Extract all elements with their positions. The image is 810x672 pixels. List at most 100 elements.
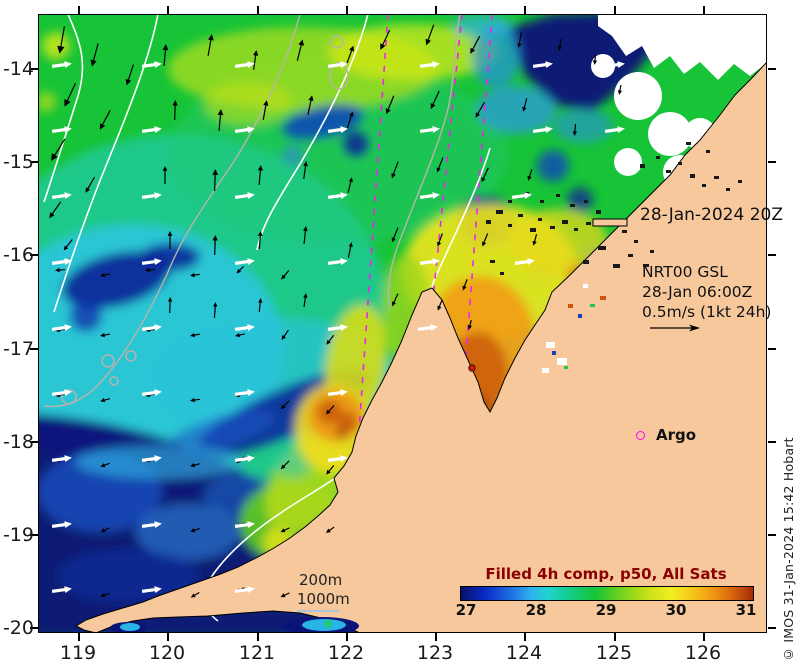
colorbar-tick-label: 28	[525, 601, 547, 619]
island	[486, 220, 491, 224]
lon-tick	[167, 633, 169, 641]
contour-1000m	[43, 14, 461, 408]
island	[640, 164, 645, 168]
copyright-credit: © IMOS 31-Jan-2024 15:42 Hobart	[781, 437, 796, 662]
lon-tick-label: 121	[238, 642, 276, 664]
coastal-bays	[110, 617, 359, 633]
island	[500, 272, 504, 275]
island	[508, 224, 512, 227]
lon-tick	[78, 633, 80, 641]
colorbar-tick-label: 27	[455, 601, 477, 619]
lat-tick-label: -15	[2, 151, 34, 173]
island	[596, 210, 601, 214]
islands	[486, 142, 742, 275]
colorbar	[460, 586, 754, 601]
island	[643, 264, 649, 267]
island	[686, 142, 691, 145]
argo-marker[interactable]	[636, 431, 645, 440]
lat-tick	[30, 441, 38, 443]
lon-tick-label: 126	[684, 642, 722, 664]
island	[666, 170, 671, 173]
mooring-marker	[468, 364, 476, 372]
island	[726, 188, 730, 191]
lon-tick	[78, 6, 80, 14]
lat-tick	[768, 441, 776, 443]
island	[540, 200, 544, 203]
lat-tick-label: -20	[2, 617, 34, 639]
lon-tick	[257, 6, 259, 14]
island	[538, 218, 542, 221]
island	[556, 194, 560, 197]
argo-label: Argo	[656, 426, 697, 444]
lon-tick	[524, 633, 526, 641]
island	[656, 156, 660, 159]
colorbar-tick-label: 29	[595, 601, 617, 619]
island	[508, 200, 512, 203]
depth-200m-label: 200m	[299, 571, 343, 589]
gsl-line2: 28-Jan 06:00Z	[642, 283, 753, 301]
island	[690, 174, 695, 178]
lat-tick	[30, 627, 38, 629]
island	[574, 228, 578, 231]
island	[570, 204, 575, 207]
island	[550, 226, 555, 229]
lat-tick	[768, 161, 776, 163]
lat-tick-label: -16	[2, 244, 34, 266]
lon-tick	[257, 633, 259, 641]
land-australia	[74, 61, 767, 633]
island	[592, 218, 628, 227]
island	[490, 260, 495, 263]
island	[496, 210, 503, 214]
contour-legend-line	[297, 610, 339, 612]
island	[598, 246, 606, 250]
island	[634, 240, 638, 243]
lat-tick-label: -18	[2, 431, 34, 453]
lon-tick-label: 125	[595, 642, 633, 664]
island	[586, 222, 591, 225]
lon-tick-label: 119	[59, 642, 97, 664]
lat-tick-label: -17	[2, 338, 34, 360]
sst-map[interactable]	[38, 14, 767, 633]
datetime-label: 28-Jan-2024 20Z	[640, 205, 783, 225]
lon-tick	[614, 6, 616, 14]
colorbar-title: Filled 4h comp, p50, All Sats	[485, 565, 727, 583]
island	[650, 250, 654, 253]
island	[584, 200, 588, 203]
lat-tick	[768, 627, 776, 629]
island	[706, 150, 710, 153]
lat-tick	[30, 68, 38, 70]
lat-tick-label: -14	[2, 58, 34, 80]
lon-tick	[524, 6, 526, 14]
island	[530, 228, 536, 232]
island	[628, 254, 633, 257]
lon-tick	[435, 6, 437, 14]
island	[583, 260, 589, 264]
lat-tick	[30, 161, 38, 163]
island	[738, 180, 742, 183]
lat-tick	[30, 348, 38, 350]
gsl-annotation: NRT00 GSL 28-Jan 06:00Z 0.5m/s (1kt 24h)	[642, 262, 771, 322]
vector-arrows	[49, 24, 625, 598]
island	[678, 162, 682, 165]
lon-tick-label: 120	[148, 642, 186, 664]
island	[613, 264, 620, 268]
island	[562, 220, 568, 224]
lon-tick	[703, 633, 705, 641]
lon-tick	[703, 6, 705, 14]
lon-tick-label: 122	[327, 642, 365, 664]
island	[622, 230, 627, 233]
lon-tick	[346, 6, 348, 14]
lon-tick	[346, 633, 348, 641]
depth-1000m-label: 1000m	[297, 590, 350, 608]
lat-tick	[30, 254, 38, 256]
lon-tick-label: 123	[416, 642, 454, 664]
island	[714, 176, 719, 179]
reference-vector-arrow	[650, 324, 700, 332]
track-lines	[344, 14, 493, 633]
lat-tick	[768, 348, 776, 350]
lon-tick-label: 124	[505, 642, 543, 664]
lat-tick	[30, 534, 38, 536]
lon-tick	[435, 633, 437, 641]
island	[702, 184, 706, 187]
